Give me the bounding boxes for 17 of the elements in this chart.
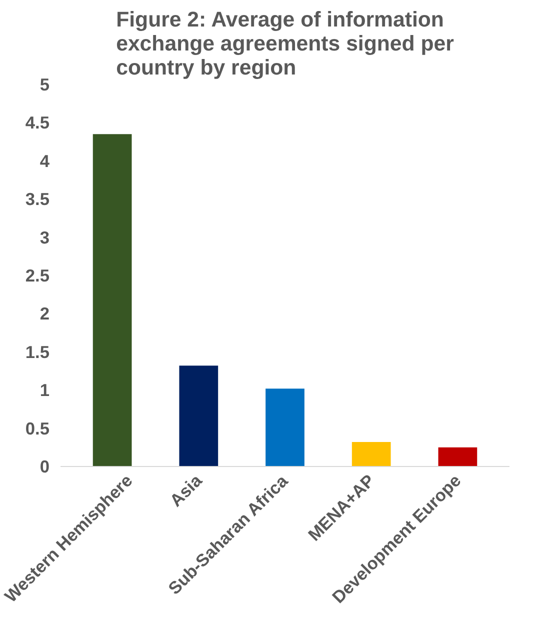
y-tick-label: 4.5	[25, 112, 50, 133]
y-tick-label: 1.5	[25, 342, 50, 362]
bar	[266, 388, 304, 466]
y-tick-label: 2	[40, 304, 50, 324]
y-tick-label: 2.5	[25, 266, 50, 286]
bar	[92, 134, 132, 466]
y-tick-label: 1	[40, 380, 50, 400]
bar	[438, 447, 478, 466]
y-tick-label: 0.5	[25, 418, 50, 438]
y-tick-label: 4	[40, 150, 50, 171]
bar	[179, 366, 218, 466]
y-tick-label: 0	[40, 456, 50, 476]
bar	[352, 442, 391, 466]
chart-title: Figure 2: Average of information exchange agreements signed per country by region	[116, 8, 454, 80]
y-tick-label: 3.5	[25, 189, 50, 210]
y-tick-label: 3	[40, 227, 50, 248]
y-tick-label: 5	[40, 74, 50, 94]
